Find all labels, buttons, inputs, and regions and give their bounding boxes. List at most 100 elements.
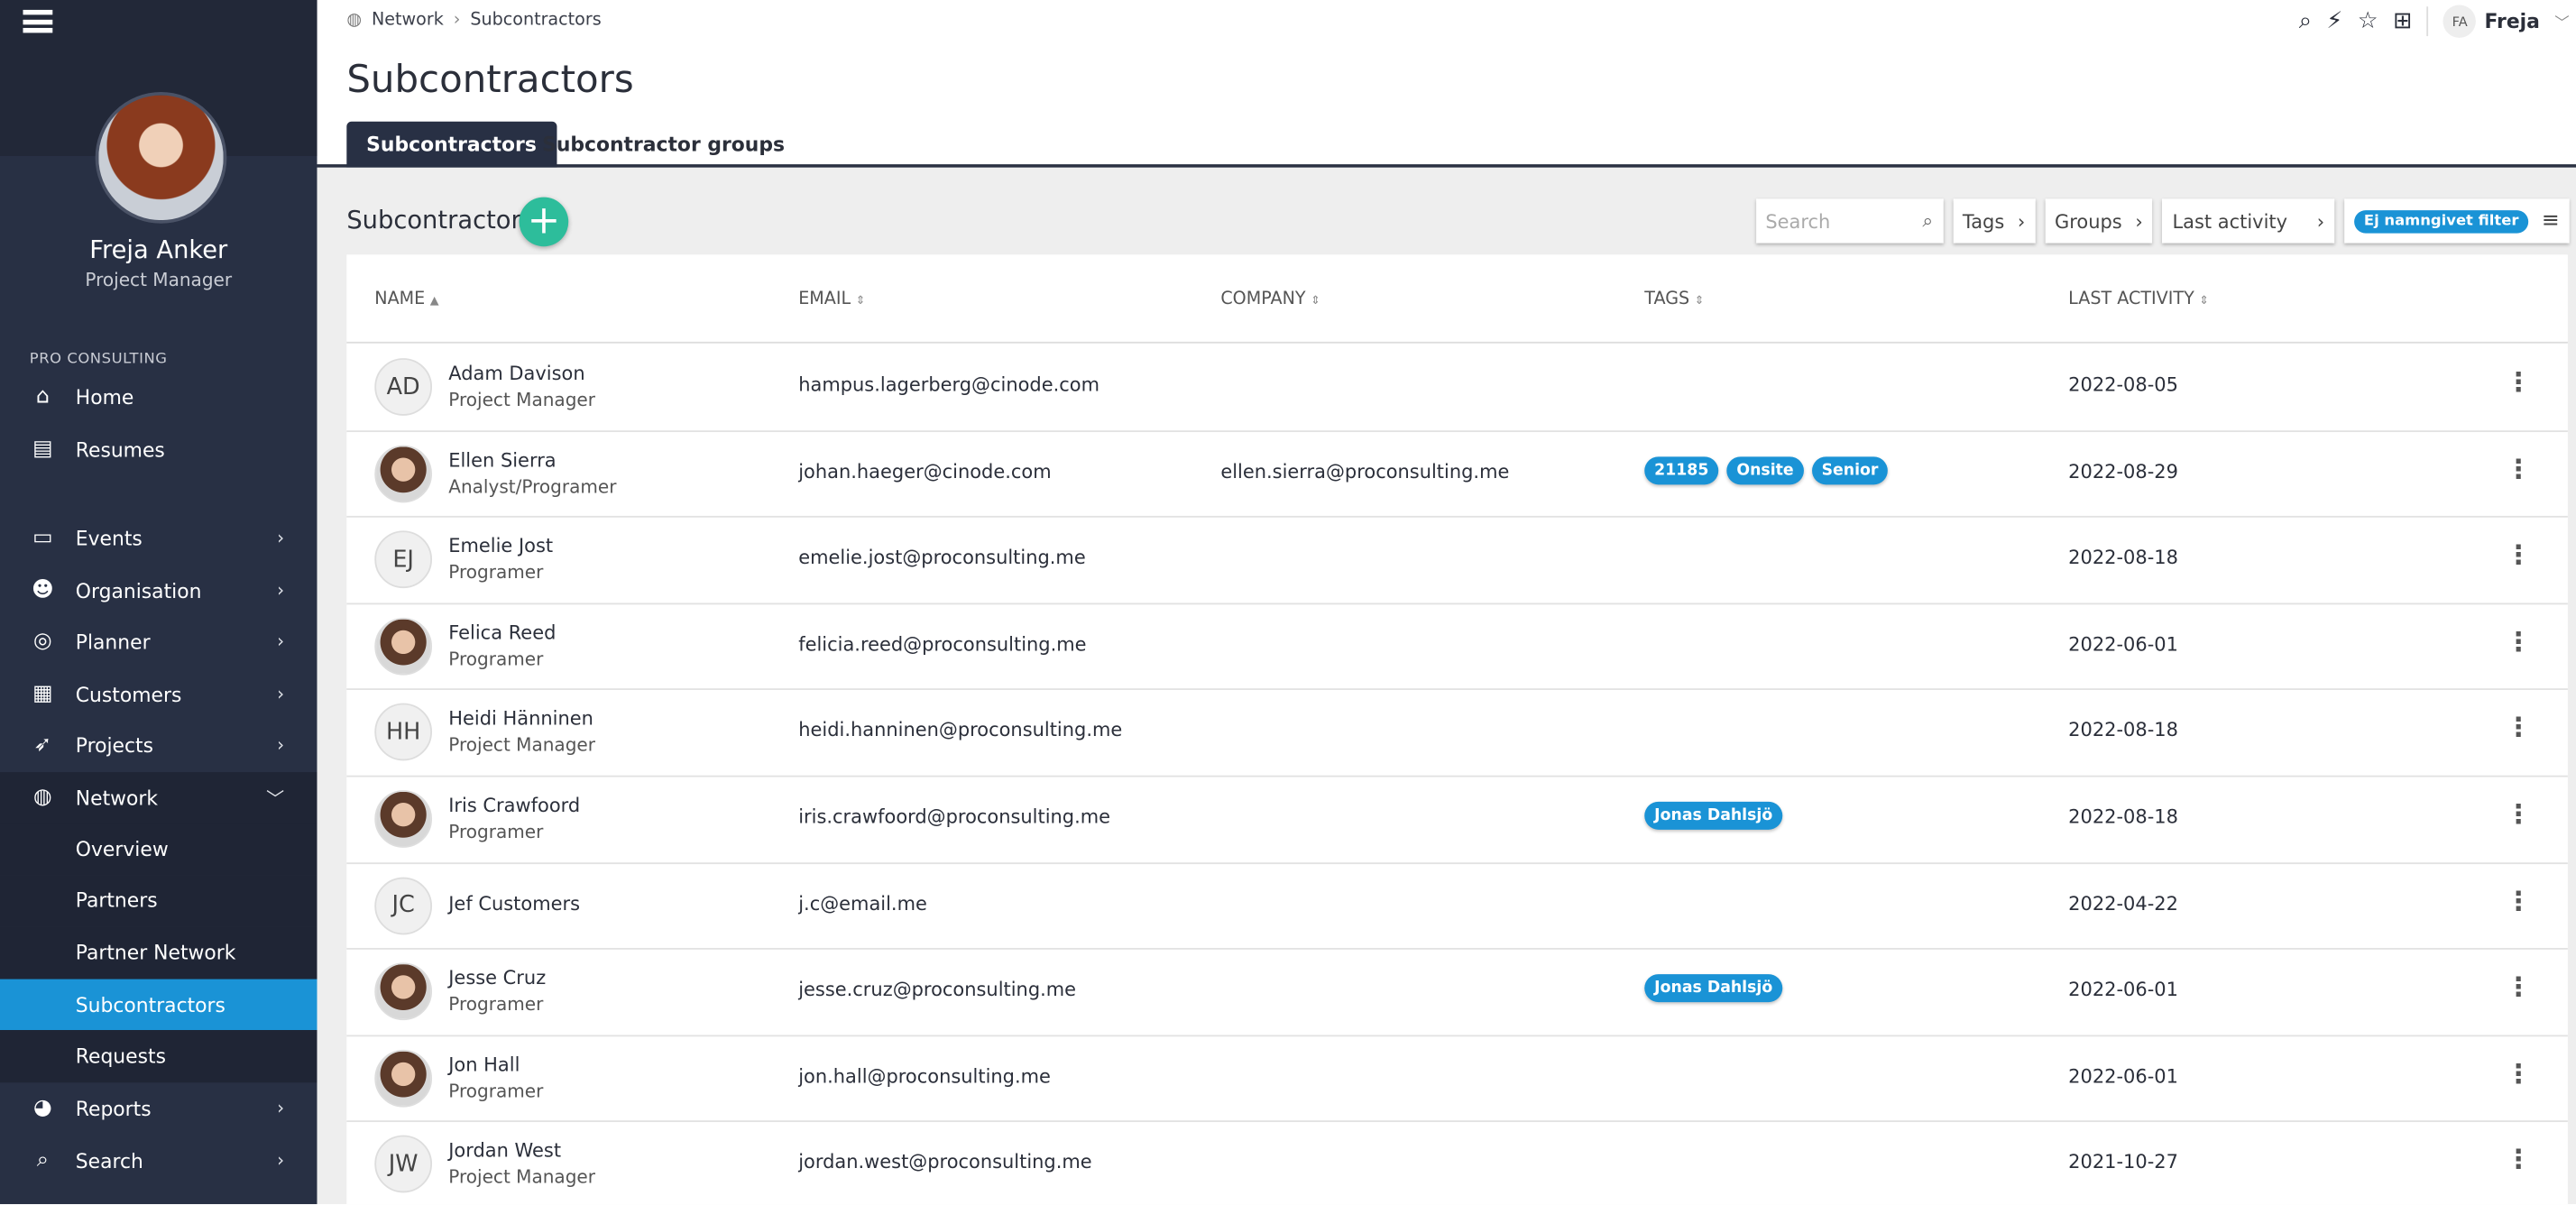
sidebar-item-events[interactable]: ▭ Events › [0,512,317,564]
subcontractor-name[interactable]: Jordan West [448,1138,562,1163]
user-avatar[interactable] [95,92,227,224]
saved-filter[interactable]: Ej namngivet filter ≡ [2344,198,2570,244]
sidebar-item-network[interactable]: ◍ Network ﹀ [0,772,317,824]
column-name[interactable]: NAME ▲ [374,289,439,309]
chevron-right-icon: › [277,1098,285,1119]
table-row[interactable]: HH Heidi Hänninen Project Manager heidi.han… [346,689,2568,777]
breadcrumb: ◍ Network › Subcontractors [346,10,601,30]
sort-icon: ⇕ [855,294,866,308]
chevron-right-icon: › [2316,209,2325,233]
more-options-icon[interactable]: ⋮ [2505,538,2532,571]
tag-badge[interactable]: Senior [1811,455,1889,484]
globe-icon: ◍ [346,9,363,30]
sidebar-item-label: Search [75,1149,143,1173]
subcontractor-name[interactable]: Ellen Sierra [448,447,557,472]
tag-badge[interactable]: Onsite [1726,455,1804,484]
sidebar-item-reports[interactable]: ◕ Reports › [0,1082,317,1134]
tag-badge[interactable]: Jonas Dahlsjö [1644,801,1783,830]
sidebar-subitem-label: Subcontractors [75,993,225,1016]
table-row[interactable]: Jesse Cruz Programer jesse.cruz@proconsult… [346,948,2568,1036]
table-row[interactable]: EJ Emelie Jost Programer emelie.jost@procon… [346,516,2568,604]
resume-icon: ▤ [32,437,53,463]
more-options-icon[interactable]: ⋮ [2505,366,2532,398]
add-subcontractor-button[interactable]: + [519,197,569,247]
sidebar-subitem-partners[interactable]: Partners [0,875,317,927]
subcontractor-role: Programer [448,821,544,843]
more-options-icon[interactable]: ⋮ [2505,452,2532,484]
sidebar-item-projects[interactable]: ➶ Projects › [0,720,317,771]
tag-badge[interactable]: 21185 [1644,455,1719,484]
table-row[interactable]: Jon Hall Programer jon.hall@proconsulting.… [346,1035,2568,1123]
tab-subcontractors[interactable]: Subcontractors [346,121,557,168]
tags-filter[interactable]: Tags › [1952,198,2036,244]
filter-icon[interactable]: ≡ [2541,208,2560,234]
table-row[interactable]: AD Adam Davison Project Manager hampus.lage… [346,344,2568,432]
search-input[interactable]: Search ⌕ [1755,198,1944,244]
sidebar-item-label: Projects [75,733,153,758]
table-row[interactable]: Felica Reed Programer felicia.reed@procons… [346,602,2568,691]
sidebar-item-search[interactable]: ⌕ Search › [0,1136,317,1187]
more-options-icon[interactable]: ⋮ [2505,1144,2532,1176]
subcontractor-name[interactable]: Emelie Jost [448,534,554,557]
more-options-icon[interactable]: ⋮ [2505,712,2532,743]
column-last-activity[interactable]: LAST ACTIVITY ⇕ [2068,289,2209,309]
subcontractor-name[interactable]: Iris Crawfoord [448,793,581,817]
tag-badge[interactable]: Jonas Dahlsjö [1644,974,1783,1003]
table-row[interactable]: Iris Crawfoord Programer iris.crawfoord@pr… [346,776,2568,864]
saved-filter-pill[interactable]: Ej namngivet filter [2353,209,2529,233]
subcontractor-name[interactable]: Adam Davison [448,361,585,385]
subcontractor-name[interactable]: Jon Hall [448,1053,520,1076]
sidebar-item-resumes[interactable]: ▤ Resumes [0,424,317,475]
rocket-icon: ➶ [33,732,52,759]
subcontractor-name[interactable]: Heidi Hänninen [448,706,593,731]
lightning-icon[interactable]: ⚡ [2326,8,2343,35]
tab-subcontractor-groups[interactable]: Subcontractor groups [542,133,786,157]
sidebar-subitem-requests[interactable]: Requests [0,1030,317,1083]
sidebar-item-planner[interactable]: ◎ Planner › [0,616,317,667]
column-email[interactable]: EMAIL ⇕ [798,289,866,309]
more-options-icon[interactable]: ⋮ [2505,970,2532,1003]
subcontractor-name[interactable]: Felica Reed [448,621,557,644]
more-options-icon[interactable]: ⋮ [2505,1057,2532,1090]
last-activity: 2021-10-27 [2068,1150,2178,1174]
column-company[interactable]: COMPANY ⇕ [1220,289,1320,309]
more-options-icon[interactable]: ⋮ [2505,885,2532,916]
subcontractor-name[interactable]: Jesse Cruz [448,966,547,989]
last-activity: 2022-08-18 [2068,718,2178,742]
groups-filter[interactable]: Groups › [2045,198,2153,244]
star-icon[interactable]: ☆ [2357,8,2378,35]
sidebar-item-organisation[interactable]: ☻ Organisation › [0,566,317,617]
more-options-icon[interactable]: ⋮ [2505,625,2532,658]
avatar: HH [374,704,433,762]
email: iris.crawfoord@proconsulting.me [798,805,1111,829]
user-menu-name[interactable]: Freja [2484,9,2540,33]
sidebar-subitem-partner-network[interactable]: Partner Network [0,926,317,980]
avatar [374,790,433,848]
sidebar-item-label: Resumes [75,437,165,462]
tags: 21185 Onsite Senior [1644,455,1889,484]
column-tags[interactable]: TAGS ⇕ [1644,289,1705,309]
search-icon[interactable]: ⌕ [2298,8,2313,35]
sidebar-item-label: Network [75,786,159,810]
avatar: EJ [374,530,433,589]
table-row[interactable]: Ellen Sierra Analyst/Programer johan.haege… [346,429,2568,519]
table-row[interactable]: JC Jef Customers j.c@email.me 2022-04-22 ⋮ [346,862,2568,951]
table-row[interactable]: JW Jordan West Project Manager jordan.west@… [346,1121,2568,1204]
chevron-down-icon[interactable]: ﹀ [2554,15,2570,32]
subcontractor-name[interactable]: Jef Customers [448,891,581,915]
sidebar-item-home[interactable]: ⌂ Home [0,372,317,423]
last-activity-filter[interactable]: Last activity › [2162,198,2335,244]
user-initials-avatar[interactable]: FA [2443,5,2477,38]
sidebar-subitem-subcontractors[interactable]: Subcontractors [0,979,317,1031]
breadcrumb-network[interactable]: Network [371,9,444,30]
table-header: NAME ▲ EMAIL ⇕ COMPANY ⇕ TAGS ⇕ LAST ACTIVIT… [346,254,2568,344]
add-box-icon[interactable]: ⊞ [2392,8,2413,35]
sidebar-subitem-overview[interactable]: Overview [0,823,317,875]
sidebar-subitem-label: Partner Network [75,941,236,965]
sidebar-subitem-label: Requests [75,1044,166,1069]
user-name: Freja Anker [89,235,228,265]
more-options-icon[interactable]: ⋮ [2505,798,2532,830]
avatar [374,962,433,1021]
sidebar-item-customers[interactable]: ▦ Customers › [0,668,317,720]
menu-icon[interactable] [23,9,53,33]
